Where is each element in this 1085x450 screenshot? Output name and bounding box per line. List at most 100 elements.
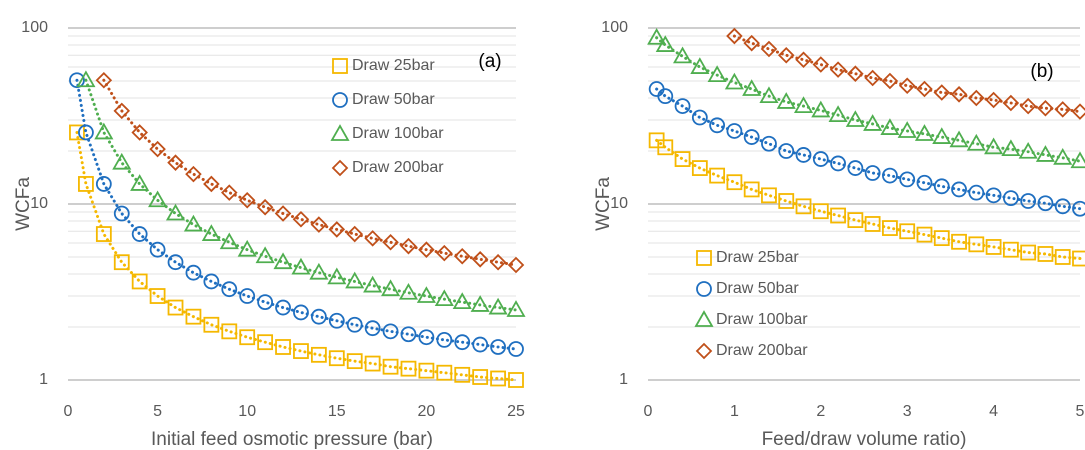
marker xyxy=(508,372,524,388)
marker xyxy=(812,151,829,167)
marker xyxy=(165,203,186,221)
plot-area xyxy=(69,70,526,388)
marker xyxy=(795,147,812,163)
marker xyxy=(148,190,168,208)
marker xyxy=(219,232,239,250)
marker xyxy=(1002,190,1019,207)
marker xyxy=(1020,193,1037,209)
marker xyxy=(113,102,131,120)
marker xyxy=(932,127,952,144)
x-tick-label: 10 xyxy=(238,403,256,420)
legend-label: Draw 100bar xyxy=(716,311,808,328)
trend-line xyxy=(102,78,518,267)
x-tick-label: 4 xyxy=(989,403,998,420)
marker xyxy=(382,358,399,375)
x-tick-label: 3 xyxy=(903,403,912,420)
marker xyxy=(332,58,348,74)
marker xyxy=(830,155,846,172)
marker xyxy=(951,181,967,198)
marker xyxy=(238,191,256,209)
marker xyxy=(760,40,778,58)
marker xyxy=(882,220,898,236)
legend-label: Draw 100bar xyxy=(352,125,444,142)
x-tick-label: 0 xyxy=(644,403,653,420)
marker xyxy=(436,364,453,381)
marker xyxy=(724,72,744,90)
marker xyxy=(273,252,293,270)
marker xyxy=(829,61,847,78)
marker xyxy=(95,226,112,242)
marker xyxy=(95,176,112,192)
marker xyxy=(471,251,489,268)
marker xyxy=(470,295,490,312)
marker xyxy=(416,286,436,303)
marker xyxy=(400,326,417,343)
marker xyxy=(328,350,345,367)
marker xyxy=(201,224,221,241)
marker xyxy=(239,288,256,304)
marker xyxy=(933,84,951,101)
marker xyxy=(237,239,257,257)
trend-line xyxy=(75,78,518,351)
marker xyxy=(655,35,675,52)
marker xyxy=(1020,244,1037,261)
legend-label: Draw 25bar xyxy=(352,57,435,74)
marker xyxy=(897,121,917,138)
y-axis-label: WCFa xyxy=(13,177,34,231)
marker xyxy=(454,366,471,383)
marker xyxy=(203,175,220,193)
marker xyxy=(508,341,524,357)
marker xyxy=(95,71,113,89)
marker xyxy=(327,267,347,285)
marker xyxy=(691,160,708,176)
marker xyxy=(382,323,399,340)
marker xyxy=(864,165,881,181)
legend-label: Draw 200bar xyxy=(352,159,444,176)
marker xyxy=(761,135,777,152)
marker xyxy=(400,360,417,377)
marker xyxy=(707,65,727,82)
marker xyxy=(185,308,202,325)
marker xyxy=(899,171,916,188)
marker xyxy=(882,167,898,184)
marker xyxy=(78,124,94,141)
marker xyxy=(346,353,363,370)
marker xyxy=(221,184,238,201)
marker xyxy=(1035,145,1055,162)
marker xyxy=(310,346,327,363)
annotation: (b) xyxy=(1030,61,1053,82)
marker xyxy=(489,253,507,271)
marker xyxy=(69,124,85,141)
marker xyxy=(951,233,967,250)
marker xyxy=(968,89,985,107)
marker xyxy=(255,246,275,264)
marker xyxy=(985,239,1002,255)
marker xyxy=(309,262,329,280)
marker xyxy=(167,254,184,271)
marker xyxy=(112,152,132,170)
marker xyxy=(94,122,114,140)
marker xyxy=(916,174,933,191)
marker xyxy=(292,210,310,228)
marker xyxy=(830,207,846,224)
marker xyxy=(274,205,292,222)
trend-line xyxy=(75,130,518,382)
marker xyxy=(778,143,795,159)
marker xyxy=(742,79,762,96)
marker xyxy=(331,159,349,177)
marker xyxy=(914,124,935,141)
marker xyxy=(239,329,256,346)
marker xyxy=(167,299,184,316)
marker xyxy=(203,273,220,290)
marker xyxy=(418,362,435,379)
marker xyxy=(847,160,864,176)
marker xyxy=(78,176,94,192)
marker xyxy=(113,254,130,271)
marker xyxy=(257,294,274,311)
marker xyxy=(183,214,203,232)
marker xyxy=(1072,250,1085,267)
marker xyxy=(490,370,506,387)
marker xyxy=(131,273,148,290)
marker xyxy=(149,288,166,304)
